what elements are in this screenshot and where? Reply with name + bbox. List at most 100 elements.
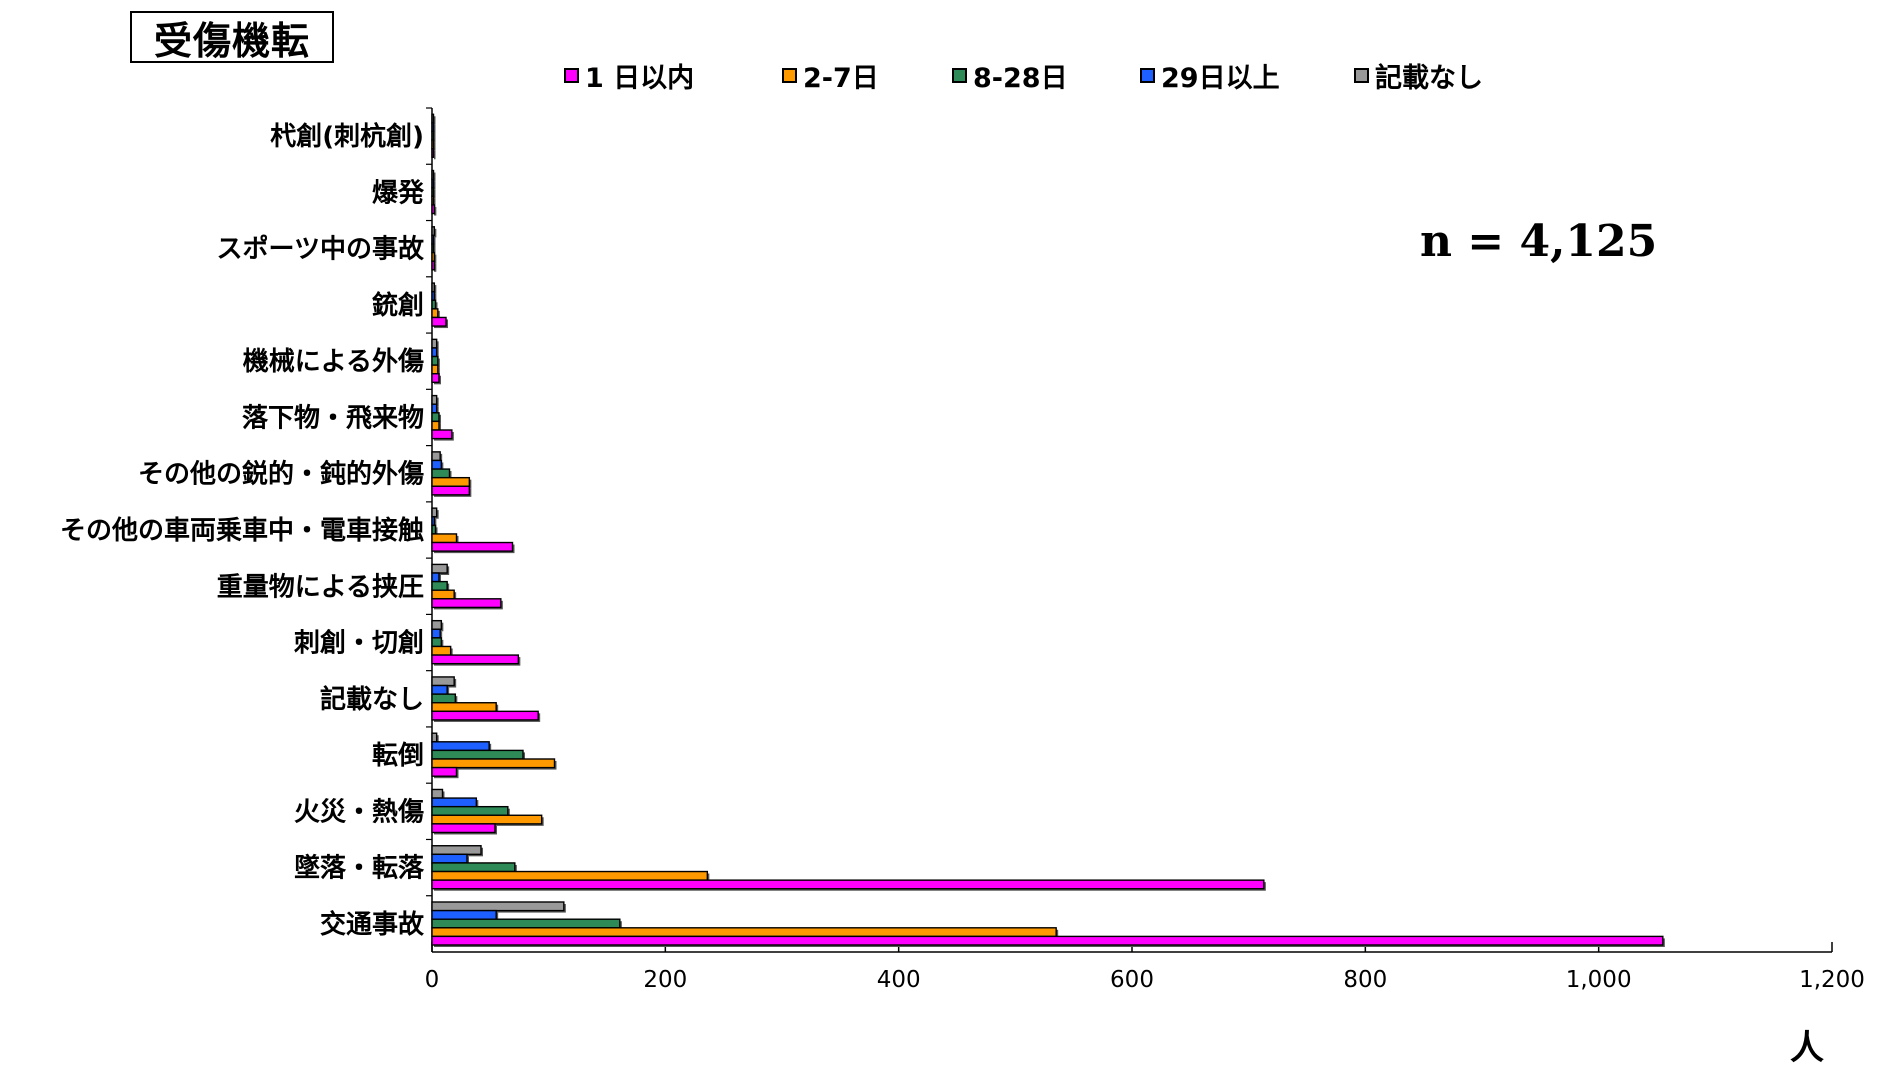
bar-shadow xyxy=(434,150,436,160)
bar-1 xyxy=(431,533,458,544)
category-label: 重量物による挟圧 xyxy=(217,572,424,602)
bar-1 xyxy=(431,308,439,319)
bar-0 xyxy=(431,204,436,215)
bar-shadow xyxy=(434,172,436,182)
bar-2 xyxy=(431,130,435,141)
legend-swatch xyxy=(782,67,797,83)
bar-4 xyxy=(431,845,482,856)
bar-1 xyxy=(431,814,543,825)
bar-4 xyxy=(431,563,448,574)
category-label: 記載なし xyxy=(320,684,424,715)
bar-1 xyxy=(431,589,455,600)
bar-shadow xyxy=(434,198,436,207)
bar-1 xyxy=(431,702,497,713)
bar-1 xyxy=(431,420,440,431)
category-label: 墜落・転落 xyxy=(294,853,425,884)
bar-1 xyxy=(431,476,471,487)
bar-4 xyxy=(431,507,438,518)
category-label: 爆発 xyxy=(372,178,425,208)
bar-shadow xyxy=(434,293,437,303)
bar-1 xyxy=(431,758,556,769)
bar-2 xyxy=(431,299,437,310)
x-tick-label: 200 xyxy=(643,967,687,993)
x-tick-label: 400 xyxy=(877,967,921,993)
category-label: 杙創(刺杭創) xyxy=(270,121,424,152)
x-tick-label: 0 xyxy=(425,967,440,993)
bar-1 xyxy=(431,139,435,150)
bar-0 xyxy=(431,485,471,496)
legend: 1 日以内 2-7日 8-28日 29日以上 記載なし xyxy=(564,58,1564,94)
bar-0 xyxy=(431,823,496,834)
bar-2 xyxy=(431,412,440,423)
bar-2 xyxy=(431,637,443,648)
category-label: その他の車両乗車中・電車接触 xyxy=(60,516,424,546)
bar-2 xyxy=(431,749,524,760)
bar-2 xyxy=(431,862,516,873)
bar-4 xyxy=(431,619,443,630)
bar-0 xyxy=(431,935,1664,946)
sample-size-annotation: n = 4,125 xyxy=(1420,216,1658,267)
legend-swatch xyxy=(952,67,967,83)
legend-item: 1 日以内 xyxy=(564,58,695,94)
category-label: 銃創 xyxy=(372,290,424,321)
bar-0 xyxy=(431,766,458,777)
bar-0 xyxy=(431,541,514,552)
bar-1 xyxy=(431,870,709,881)
category-label: 落下物・飛来物 xyxy=(242,403,424,433)
legend-label: 2-7日 xyxy=(803,62,879,94)
x-tick-label: 1,000 xyxy=(1566,967,1632,993)
bar-1 xyxy=(431,195,435,206)
chart-title: 受傷機転 xyxy=(130,11,334,63)
bar-3 xyxy=(431,122,435,133)
bar-2 xyxy=(431,918,621,929)
bar-1 xyxy=(431,251,436,262)
bar-3 xyxy=(431,741,490,752)
bar-3 xyxy=(431,234,435,245)
bar-shadow xyxy=(434,206,437,216)
x-axis-unit-label: 人 xyxy=(1790,1028,1824,1068)
bar-shadow xyxy=(434,518,437,528)
bar-1 xyxy=(431,645,452,656)
bar-4 xyxy=(431,338,438,349)
bar-shadow xyxy=(434,254,437,264)
legend-swatch xyxy=(564,67,579,83)
bar-0 xyxy=(431,654,520,665)
bar-3 xyxy=(431,516,436,527)
x-tick-label: 1,200 xyxy=(1799,967,1865,993)
legend-item: 8-28日 xyxy=(952,58,1068,94)
category-label: 機械による外傷 xyxy=(243,347,424,377)
category-label: 転倒 xyxy=(372,741,424,771)
legend-item: 29日以上 xyxy=(1140,58,1280,94)
bar-2 xyxy=(431,468,451,479)
bar-shadow xyxy=(434,181,436,190)
bar-3 xyxy=(431,572,440,583)
bar-4 xyxy=(431,394,438,405)
bar-2 xyxy=(431,355,439,366)
bar-0 xyxy=(431,710,539,721)
bar-4 xyxy=(431,169,435,180)
bar-shadow xyxy=(434,189,436,199)
category-label: 火災・熱傷 xyxy=(294,797,424,827)
x-tick-label: 600 xyxy=(1110,967,1154,993)
bar-1 xyxy=(431,364,439,375)
bar-3 xyxy=(431,290,436,301)
legend-label: 8-28日 xyxy=(973,62,1068,94)
bar-4 xyxy=(431,226,436,237)
bar-0 xyxy=(431,147,435,158)
bar-shadow xyxy=(434,246,436,255)
legend-label: 1 日以内 xyxy=(585,62,695,94)
bar-shadow xyxy=(434,133,436,143)
bar-shadow xyxy=(434,263,437,272)
bar-0 xyxy=(431,598,502,609)
bar-0 xyxy=(431,316,447,327)
bar-4 xyxy=(431,788,444,799)
bar-3 xyxy=(431,178,435,189)
bar-0 xyxy=(431,429,453,440)
bar-2 xyxy=(431,524,437,535)
bar-4 xyxy=(431,732,438,743)
bar-shadow xyxy=(434,142,436,151)
legend-item: 2-7日 xyxy=(782,58,879,94)
bar-shadow xyxy=(434,237,436,246)
x-tick-label: 800 xyxy=(1343,967,1387,993)
